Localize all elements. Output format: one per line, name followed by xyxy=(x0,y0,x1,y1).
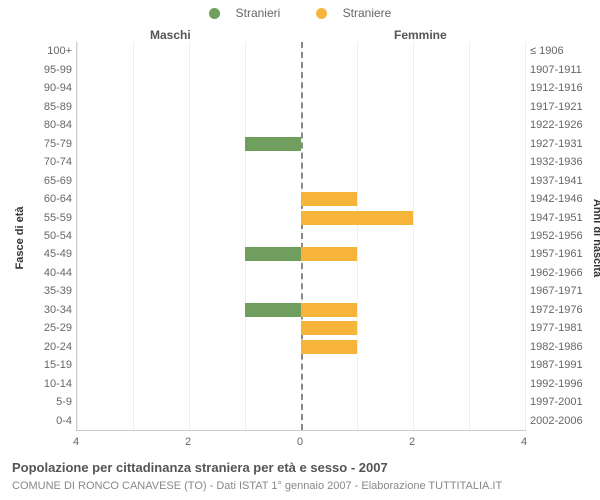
x-tick-label: 0 xyxy=(297,436,303,448)
y-axis-title-left: Fasce di età xyxy=(14,198,26,278)
age-group-label: 5-9 xyxy=(16,396,72,408)
birth-year-label: ≤ 1906 xyxy=(530,45,586,57)
age-group-label: 30-34 xyxy=(16,304,72,316)
birth-year-label: 1917-1921 xyxy=(530,101,586,113)
age-group-label: 15-19 xyxy=(16,359,72,371)
age-group-label: 65-69 xyxy=(16,175,72,187)
x-tick-label: 2 xyxy=(185,436,191,448)
gridline xyxy=(77,42,78,430)
legend-swatch-female xyxy=(316,8,327,19)
birth-year-label: 1987-1991 xyxy=(530,359,586,371)
y-axis-right: ≤ 1906 1907-1911 1912-1916 1917-1921 1922-19… xyxy=(530,42,586,430)
birth-year-label: 1937-1941 xyxy=(530,175,586,187)
birth-year-label: 1977-1981 xyxy=(530,322,586,334)
plot-area xyxy=(76,42,526,431)
bar-female xyxy=(301,321,357,335)
bar-female xyxy=(301,303,357,317)
y-axis-title-right: Anni di nascita xyxy=(591,193,600,283)
bar-female xyxy=(301,247,357,261)
birth-year-label: 1997-2001 xyxy=(530,396,586,408)
legend-label-male: Stranieri xyxy=(236,6,281,20)
age-group-label: 25-29 xyxy=(16,322,72,334)
birth-year-label: 1972-1976 xyxy=(530,304,586,316)
legend-item-female: Straniere xyxy=(308,6,400,20)
gridline xyxy=(133,42,134,430)
gridline xyxy=(413,42,414,430)
chart-title: Popolazione per cittadinanza straniera p… xyxy=(12,460,388,475)
legend-item-male: Stranieri xyxy=(201,6,289,20)
age-group-label: 35-39 xyxy=(16,285,72,297)
age-group-label: 10-14 xyxy=(16,378,72,390)
birth-year-label: 1922-1926 xyxy=(530,119,586,131)
birth-year-label: 1927-1931 xyxy=(530,138,586,150)
age-group-label: 85-89 xyxy=(16,101,72,113)
legend-label-female: Straniere xyxy=(343,6,392,20)
birth-year-label: 1952-1956 xyxy=(530,230,586,242)
age-group-label: 80-84 xyxy=(16,119,72,131)
birth-year-label: 1907-1911 xyxy=(530,64,586,76)
age-group-label: 75-79 xyxy=(16,138,72,150)
gridline xyxy=(525,42,526,430)
x-tick-label: 4 xyxy=(521,436,527,448)
age-group-label: 100+ xyxy=(16,45,72,57)
bar-female xyxy=(301,192,357,206)
birth-year-label: 1947-1951 xyxy=(530,212,586,224)
birth-year-label: 1992-1996 xyxy=(530,378,586,390)
center-axis xyxy=(301,42,303,430)
birth-year-label: 1942-1946 xyxy=(530,193,586,205)
x-tick-label: 4 xyxy=(73,436,79,448)
birth-year-label: 1932-1936 xyxy=(530,156,586,168)
bar-male xyxy=(245,303,301,317)
age-group-label: 95-99 xyxy=(16,64,72,76)
birth-year-label: 1957-1961 xyxy=(530,248,586,260)
bar-female xyxy=(301,340,357,354)
gridline xyxy=(245,42,246,430)
column-title-male: Maschi xyxy=(150,28,191,42)
birth-year-label: 1967-1971 xyxy=(530,285,586,297)
legend: Stranieri Straniere xyxy=(0,6,600,22)
gridline xyxy=(189,42,190,430)
birth-year-label: 1912-1916 xyxy=(530,82,586,94)
gridline xyxy=(357,42,358,430)
bar-male xyxy=(245,137,301,151)
chart-subtitle: COMUNE DI RONCO CANAVESE (TO) - Dati IST… xyxy=(12,480,502,492)
legend-swatch-male xyxy=(209,8,220,19)
column-title-female: Femmine xyxy=(394,28,447,42)
age-group-label: 90-94 xyxy=(16,82,72,94)
bar-male xyxy=(245,247,301,261)
birth-year-label: 1962-1966 xyxy=(530,267,586,279)
age-group-label: 20-24 xyxy=(16,341,72,353)
gridline xyxy=(469,42,470,430)
age-group-label: 70-74 xyxy=(16,156,72,168)
bar-female xyxy=(301,211,413,225)
age-group-label: 0-4 xyxy=(16,415,72,427)
x-tick-label: 2 xyxy=(409,436,415,448)
birth-year-label: 1982-1986 xyxy=(530,341,586,353)
birth-year-label: 2002-2006 xyxy=(530,415,586,427)
